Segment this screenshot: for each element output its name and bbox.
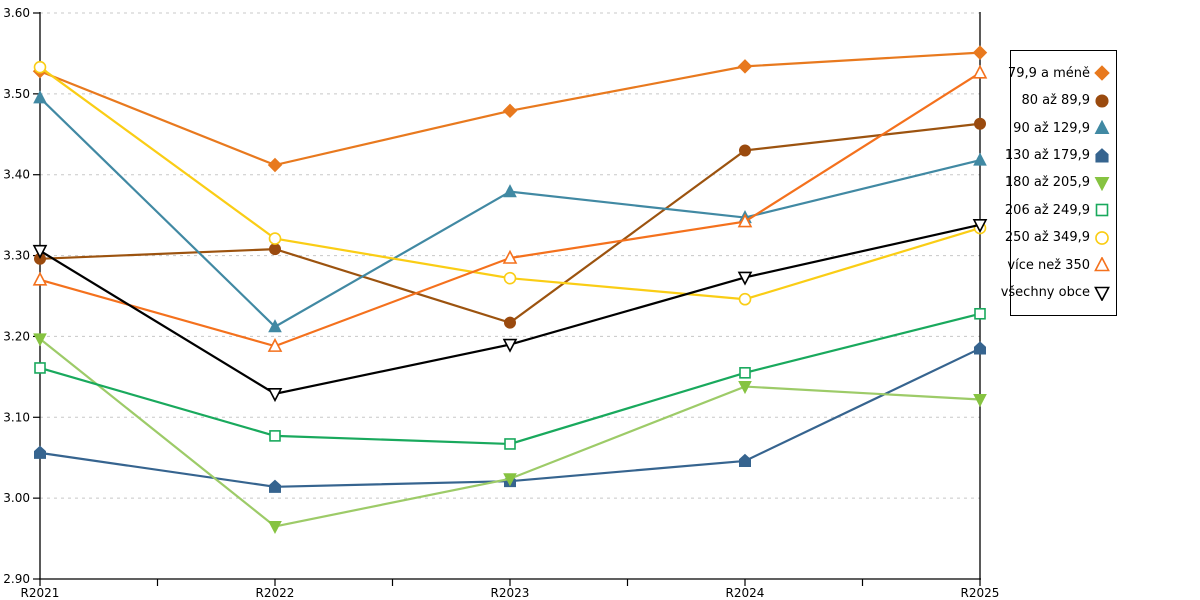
svg-text:3.50: 3.50 xyxy=(3,87,30,101)
svg-text:R2022: R2022 xyxy=(256,586,295,600)
legend-label: 90 až 129,9 xyxy=(1013,120,1090,136)
legend-label: 206 až 249,9 xyxy=(1004,202,1090,218)
svg-text:R2021: R2021 xyxy=(21,586,60,600)
svg-text:R2024: R2024 xyxy=(726,586,765,600)
legend-label: 130 až 179,9 xyxy=(1004,148,1090,164)
svg-text:3.10: 3.10 xyxy=(3,410,30,424)
triangle-up-marker-icon xyxy=(1094,120,1110,136)
legend-label: 79,9 a méně xyxy=(1007,65,1090,81)
svg-text:R2023: R2023 xyxy=(491,586,530,600)
legend-label: více než 350 xyxy=(1007,257,1090,273)
svg-text:3.30: 3.30 xyxy=(3,249,30,263)
open-circle-marker-icon xyxy=(1094,230,1110,246)
svg-text:3.20: 3.20 xyxy=(3,329,30,343)
chart-legend: 79,9 a méně 80 až 89,9 90 až 129,9 130 a… xyxy=(1001,50,1117,316)
legend-item-90-az-129-9: 90 až 129,9 xyxy=(1013,120,1110,136)
legend-item-vice-nez-350: více než 350 xyxy=(1007,257,1110,273)
svg-text:R2025: R2025 xyxy=(961,586,1000,600)
svg-text:3.40: 3.40 xyxy=(3,168,30,182)
legend-item-79-9-a-mene: 79,9 a méně xyxy=(1008,65,1110,82)
legend-label: všechny obce xyxy=(1000,285,1090,301)
circle-marker-icon xyxy=(1094,93,1110,109)
open-triangle-down-marker-icon xyxy=(1094,285,1110,301)
legend-label: 250 až 349,9 xyxy=(1004,230,1090,246)
legend-item-vsechny-obce: všechny obce xyxy=(1001,285,1110,301)
legend-item-180-az-205-9: 180 až 205,9 xyxy=(1005,175,1110,191)
legend-item-80-az-89-9: 80 až 89,9 xyxy=(1014,93,1110,109)
legend-label: 180 až 205,9 xyxy=(1004,175,1090,191)
triangle-down-marker-icon xyxy=(1094,175,1110,191)
svg-text:2.90: 2.90 xyxy=(3,572,30,586)
svg-text:3.60: 3.60 xyxy=(3,6,30,20)
legend-item-206-az-249-9: 206 až 249,9 xyxy=(1005,202,1110,218)
pentagon-marker-icon xyxy=(1094,147,1110,164)
open-triangle-up-marker-icon xyxy=(1094,257,1110,273)
svg-text:3.00: 3.00 xyxy=(3,491,30,505)
open-square-marker-icon xyxy=(1094,202,1110,218)
legend-item-250-az-349-9: 250 až 349,9 xyxy=(1005,230,1110,246)
diamond-marker-icon xyxy=(1094,65,1110,82)
legend-item-130-az-179-9: 130 až 179,9 xyxy=(1005,147,1110,164)
legend-label: 80 až 89,9 xyxy=(1021,93,1090,109)
